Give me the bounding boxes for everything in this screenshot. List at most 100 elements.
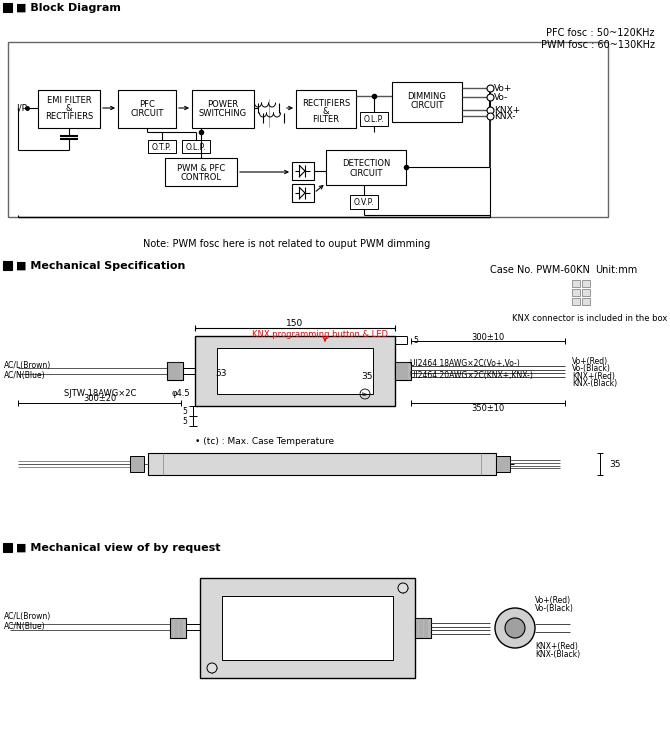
Text: UI2464 18AWG×2C(Vo+,Vo-): UI2464 18AWG×2C(Vo+,Vo-): [410, 358, 520, 368]
Text: KNX-(Black): KNX-(Black): [572, 379, 617, 388]
Text: • (tc) : Max. Case Temperature: • (tc) : Max. Case Temperature: [195, 436, 334, 445]
Text: SJTW 18AWG×2C: SJTW 18AWG×2C: [64, 388, 136, 397]
Text: KNX+(Red): KNX+(Red): [535, 641, 578, 651]
Bar: [217, 348, 373, 394]
Bar: [292, 162, 314, 180]
Text: Unit:mm: Unit:mm: [595, 265, 637, 275]
Bar: [496, 456, 510, 472]
Text: CIRCUIT: CIRCUIT: [130, 108, 163, 117]
Bar: [3, 3, 12, 12]
Text: 35: 35: [361, 371, 373, 380]
Bar: [292, 184, 314, 202]
Text: KNX-: KNX-: [494, 111, 515, 121]
Circle shape: [207, 663, 217, 673]
Text: 5: 5: [182, 407, 187, 416]
Text: EMI FILTER: EMI FILTER: [47, 96, 91, 105]
Circle shape: [495, 608, 535, 648]
Bar: [192, 90, 254, 128]
Bar: [350, 195, 378, 209]
Text: Vo-(Black): Vo-(Black): [535, 604, 574, 612]
Text: Note: PWM fosc here is not related to ouput PWM dimming: Note: PWM fosc here is not related to ou…: [143, 239, 430, 249]
Text: UI2464 20AWG×2C(KNX+,KNX-): UI2464 20AWG×2C(KNX+,KNX-): [410, 371, 533, 380]
Text: DIMMING: DIMMING: [407, 91, 446, 100]
Text: tc: tc: [362, 391, 368, 397]
Text: POWER: POWER: [208, 99, 239, 108]
Text: KNX+: KNX+: [494, 105, 520, 114]
Text: ■ Block Diagram: ■ Block Diagram: [16, 3, 121, 13]
Text: FILTER: FILTER: [312, 114, 340, 124]
Text: SWITCHING: SWITCHING: [199, 108, 247, 117]
Bar: [572, 298, 580, 305]
Bar: [582, 298, 590, 305]
Text: 53: 53: [215, 368, 226, 377]
Text: PFC: PFC: [139, 99, 155, 108]
Bar: [3, 543, 12, 552]
Bar: [200, 578, 415, 678]
Bar: [395, 362, 411, 380]
Text: 5: 5: [413, 335, 418, 344]
Bar: [582, 280, 590, 287]
Bar: [167, 362, 183, 380]
Text: O.L.P.: O.L.P.: [186, 142, 206, 152]
Bar: [360, 112, 388, 126]
Bar: [572, 280, 580, 287]
Bar: [118, 90, 176, 128]
Text: CIRCUIT: CIRCUIT: [410, 100, 444, 110]
Text: AC/L(Brown): AC/L(Brown): [4, 360, 51, 369]
Bar: [326, 150, 406, 185]
Text: CONTROL: CONTROL: [180, 172, 222, 181]
Text: Case No. PWM-60KN: Case No. PWM-60KN: [490, 265, 590, 275]
Text: KNX connector is included in the box: KNX connector is included in the box: [513, 313, 668, 323]
Text: O.V.P.: O.V.P.: [354, 198, 375, 206]
Text: 300±10: 300±10: [472, 332, 505, 341]
Bar: [582, 289, 590, 296]
Text: 5: 5: [182, 416, 187, 425]
Text: DETECTION: DETECTION: [342, 158, 390, 167]
Text: PWM & PFC: PWM & PFC: [177, 164, 225, 172]
Bar: [170, 618, 186, 638]
Bar: [195, 336, 395, 406]
Text: Vo-(Black): Vo-(Black): [572, 363, 611, 372]
Bar: [182, 140, 210, 153]
Bar: [130, 456, 144, 472]
Bar: [392, 82, 462, 122]
Text: AC/N(Blue): AC/N(Blue): [4, 621, 46, 630]
Text: O.T.P.: O.T.P.: [152, 142, 172, 152]
Text: KNX-(Black): KNX-(Black): [535, 649, 580, 658]
Bar: [8, 42, 608, 217]
Bar: [296, 90, 356, 128]
Text: KNX programming button & LED: KNX programming button & LED: [252, 329, 388, 338]
Text: φ4.5: φ4.5: [172, 388, 190, 397]
Text: Vo+: Vo+: [494, 83, 513, 93]
Bar: [148, 453, 496, 475]
Bar: [572, 289, 580, 296]
Text: PFC fosc : 50~120KHz
PWM fosc : 60~130KHz: PFC fosc : 50~120KHz PWM fosc : 60~130KH…: [541, 28, 655, 49]
Bar: [38, 90, 100, 128]
Text: Vo-: Vo-: [494, 93, 509, 102]
Text: &: &: [323, 107, 329, 116]
Text: CIRCUIT: CIRCUIT: [349, 169, 383, 178]
Text: RECTIFIERS: RECTIFIERS: [302, 99, 350, 108]
Text: 350±10: 350±10: [472, 403, 505, 413]
Text: KNX+(Red): KNX+(Red): [572, 371, 615, 380]
Bar: [165, 158, 237, 186]
Bar: [3, 261, 12, 270]
Bar: [415, 618, 431, 638]
Text: 300±20: 300±20: [83, 394, 116, 402]
Text: AC/N(Blue): AC/N(Blue): [4, 371, 46, 380]
Text: I/P: I/P: [16, 103, 27, 113]
Text: RECTIFIERS: RECTIFIERS: [45, 111, 93, 121]
Text: ■ Mechanical Specification: ■ Mechanical Specification: [16, 261, 186, 271]
Circle shape: [505, 618, 525, 638]
Text: ■ Mechanical view of by request: ■ Mechanical view of by request: [16, 543, 220, 553]
Text: Vo+(Red): Vo+(Red): [535, 595, 571, 604]
Bar: [148, 140, 176, 153]
Text: AC/L(Brown): AC/L(Brown): [4, 612, 51, 621]
Text: 35: 35: [609, 459, 620, 469]
Text: &: &: [66, 103, 72, 113]
Bar: [222, 596, 393, 660]
Circle shape: [398, 583, 408, 593]
Text: O.L.P.: O.L.P.: [364, 114, 385, 124]
Text: 150: 150: [286, 318, 304, 327]
Text: Vo+(Red): Vo+(Red): [572, 357, 608, 366]
